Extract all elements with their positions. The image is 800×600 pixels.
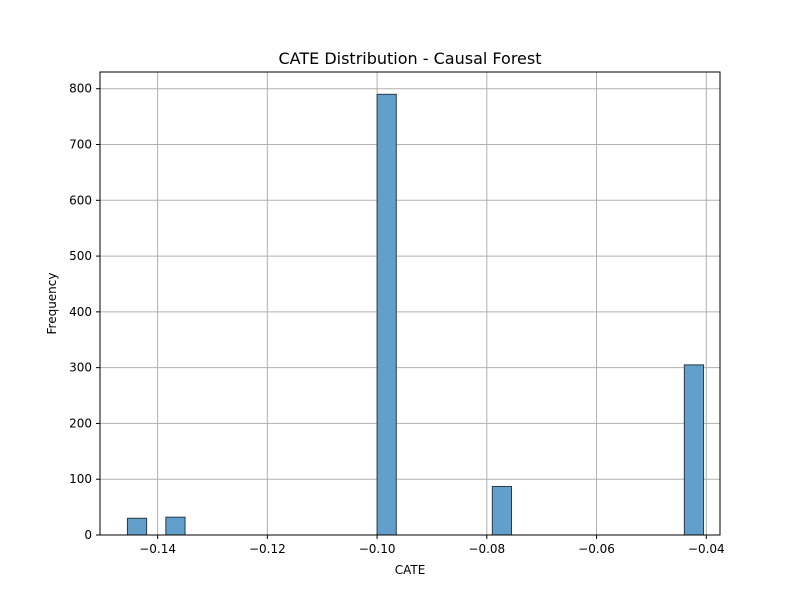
histogram-bar xyxy=(376,93,397,536)
grid-lines xyxy=(100,72,720,536)
x-tick-label: −0.08 xyxy=(468,542,505,556)
y-tick-label: 700 xyxy=(69,138,92,152)
histogram-bar xyxy=(126,517,148,536)
y-tick-label: 400 xyxy=(69,305,92,319)
x-tick-label: −0.04 xyxy=(688,542,725,556)
y-axis-ticks: 0 100 200 300 400 500 600 700 800 xyxy=(69,82,100,542)
y-tick-label: 100 xyxy=(69,472,92,486)
histogram-bar xyxy=(491,485,513,536)
y-tick-label: 300 xyxy=(69,361,92,375)
x-tick-label: −0.12 xyxy=(249,542,286,556)
y-tick-label: 800 xyxy=(69,82,92,96)
y-axis-title: Frequency xyxy=(45,273,59,335)
chart-title: CATE Distribution - Causal Forest xyxy=(278,49,541,68)
x-axis-title: CATE xyxy=(395,563,426,577)
histogram-bar xyxy=(165,516,186,536)
bars xyxy=(126,93,705,536)
histogram-bar xyxy=(683,364,705,536)
y-tick-label: 600 xyxy=(69,193,92,207)
y-tick-label: 200 xyxy=(69,416,92,430)
x-tick-label: −0.10 xyxy=(359,542,396,556)
plot-frame xyxy=(99,71,721,536)
y-tick-label: 0 xyxy=(84,528,92,542)
y-tick-label: 500 xyxy=(69,249,92,263)
x-axis-ticks: −0.14 −0.12 −0.10 −0.08 −0.06 −0.04 xyxy=(139,535,725,556)
x-tick-label: −0.14 xyxy=(139,542,176,556)
x-tick-label: −0.06 xyxy=(578,542,615,556)
